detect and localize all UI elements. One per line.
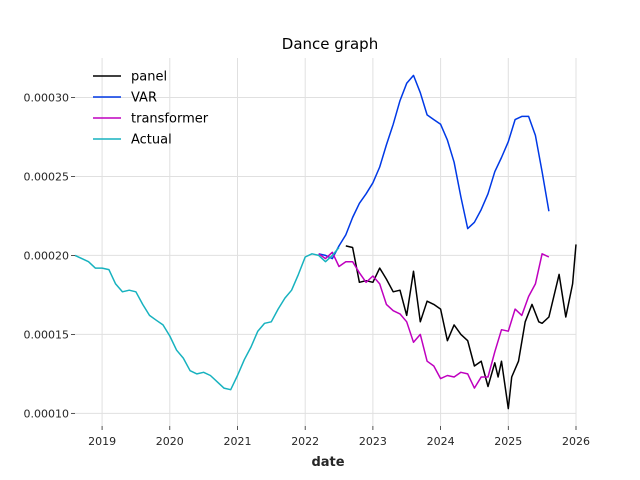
x-axis-label: date: [311, 455, 344, 470]
legend-label-transformer: transformer: [131, 112, 209, 127]
y-tick-label: 0.00030: [24, 91, 70, 104]
x-tick-label: 2019: [88, 435, 116, 448]
x-tick-label: 2020: [156, 435, 184, 448]
y-tick-label: 0.00010: [24, 407, 70, 420]
x-tick-label: 2022: [291, 435, 319, 448]
chart-title: Dance graph: [282, 35, 378, 53]
x-tick-label: 2025: [494, 435, 522, 448]
y-tick-label: 0.00015: [24, 328, 70, 341]
legend: panel VAR transformer Actual: [93, 70, 209, 148]
x-tick-label: 2021: [223, 435, 251, 448]
axis-layer: 2019 2020 2021 2022 2023 2024 2025 2026 0.00010 0…: [24, 91, 591, 448]
x-tick-label: 2026: [562, 435, 590, 448]
x-tick-label: 2023: [359, 435, 387, 448]
series-line-transformer: [318, 251, 550, 389]
series-layer: [74, 74, 577, 410]
legend-label-var: VAR: [131, 91, 157, 106]
series-line-var: [318, 74, 550, 260]
legend-label-actual: Actual: [131, 133, 172, 148]
grid-layer: [75, 58, 577, 426]
series-line-actual: [74, 247, 340, 391]
x-tick-label: 2024: [427, 435, 455, 448]
series-line-panel: [345, 244, 577, 410]
legend-label-panel: panel: [131, 70, 167, 85]
y-tick-label: 0.00025: [24, 170, 70, 183]
y-tick-label: 0.00020: [24, 249, 70, 262]
